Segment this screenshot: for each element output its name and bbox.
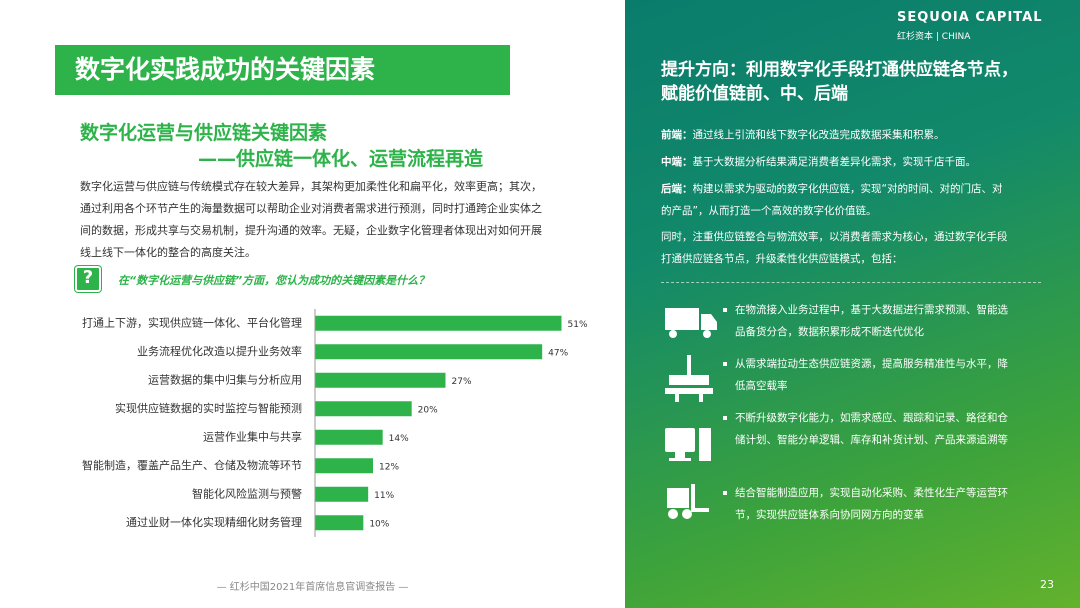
- category-label: 运营数据的集中归集与分析应用: [148, 372, 302, 386]
- item: 中端：基于大数据分析结果满足消费者差异化需求，实现千店千面。: [661, 151, 1041, 173]
- category-label: 业务流程优化改造以提升业务效率: [137, 344, 302, 358]
- value-label: 51%: [568, 320, 588, 330]
- logo-sub: 红杉资本 | CHINA: [897, 32, 971, 42]
- bullet: 结合智能制造应用，实现自动化采购、柔性化生产等运营环节，实现供应链体系向协同网方…: [723, 482, 1015, 526]
- item-text: 通过线上引流和线下数字化改造完成数据采集和积累。: [692, 129, 945, 141]
- right-panel: SEQUOIA CAPITAL 红杉资本 | CHINA 提升方向：利用数字化手…: [625, 0, 1080, 608]
- section-subheading: ——供应链一体化、运营流程再造: [198, 148, 484, 170]
- truck-icon: [665, 308, 717, 338]
- bar: [315, 515, 364, 531]
- bullet: 从需求端拉动生态供应链资源，提高服务精准性与水平，降低高空载率: [723, 353, 1015, 397]
- category-label: 通过业财一体化实现精细化财务管理: [126, 515, 302, 529]
- bullet: 不断升级数字化能力，如需求感应、跟踪和记录、路径和仓储计划、智能分单逻辑、库存和…: [723, 407, 1015, 451]
- category-label: 智能化风险监测与预警: [192, 486, 302, 500]
- item-label: 前端：: [661, 129, 693, 141]
- icons: [665, 308, 717, 519]
- category-label: 运营作业集中与共享: [203, 429, 302, 443]
- item: 前端：通过线上引流和线下数字化改造完成数据采集和积累。: [661, 124, 1041, 146]
- bar: [315, 429, 383, 445]
- value-label: 10%: [369, 519, 389, 529]
- value-label: 11%: [374, 491, 394, 501]
- bar: [315, 315, 562, 331]
- bar: [315, 372, 446, 388]
- bar-chart: 打通上下游，实现供应链一体化、平台化管理 51% 业务流程优化改造以提升业务效率 47…: [82, 309, 588, 537]
- page-number: 23: [1040, 578, 1054, 591]
- item-text: 基于大数据分析结果满足消费者差异化需求，实现千店千面。: [692, 156, 977, 168]
- value-label: 12%: [379, 462, 399, 472]
- bar: [315, 401, 412, 417]
- right-heading: 提升方向：利用数字化手段打通供应链各节点，赋能价值链前、中、后端: [661, 60, 1018, 104]
- value-label: 14%: [389, 434, 409, 444]
- logo-name: SEQUOIA CAPITAL: [897, 10, 1043, 25]
- item-label: 中端：: [661, 156, 693, 168]
- value-label: 47%: [548, 348, 568, 358]
- logo-region: CHINA: [941, 32, 971, 42]
- divider: [661, 282, 1041, 283]
- value-label: 20%: [418, 405, 438, 415]
- footer: — 红杉中国2021年首席信息官调查报告 —: [216, 582, 409, 593]
- bullet: 在物流接入业务过程中，基于大数据进行需求预测、智能选品备货分合，数据积累形成不断…: [723, 299, 1015, 343]
- bar: [315, 344, 543, 360]
- bar: [315, 486, 369, 502]
- question-icon: ?: [75, 266, 101, 292]
- rig-icon: [665, 355, 713, 402]
- slide-title: 数字化实践成功的关键因素: [55, 45, 510, 95]
- value-label: 27%: [452, 377, 472, 387]
- item: 后端：构建以需求为驱动的数字化供应链，实现“对的时间、对的门店、对的产品”，从而…: [661, 178, 1011, 222]
- item-label: 后端：: [661, 183, 693, 195]
- bar: [315, 458, 373, 474]
- logo-cn: 红杉资本: [897, 32, 934, 42]
- question: 在“数字化运营与供应链”方面，您认为成功的关键因素是什么？: [118, 274, 430, 287]
- item-text: 构建以需求为驱动的数字化供应链，实现“对的时间、对的门店、对的产品”，从而打造一…: [661, 183, 1003, 217]
- paragraph: 同时，注重供应链整合与物流效率，以消费者需求为核心，通过数字化手段打通供应链各节…: [661, 231, 1008, 265]
- category-label: 实现供应链数据的实时监控与智能预测: [115, 401, 302, 415]
- section-heading: 数字化运营与供应链关键因素: [80, 122, 328, 144]
- category-label: 打通上下游，实现供应链一体化、平台化管理: [82, 315, 302, 329]
- category-label: 智能制造，覆盖产品生产、仓储及物流等环节: [82, 458, 302, 472]
- forklift-icon: [667, 484, 709, 519]
- body-text: 数字化运营与供应链与传统模式存在较大差异，其架构更加柔性化和扁平化，效率更高；其…: [80, 180, 542, 259]
- computer-icon: [665, 428, 711, 461]
